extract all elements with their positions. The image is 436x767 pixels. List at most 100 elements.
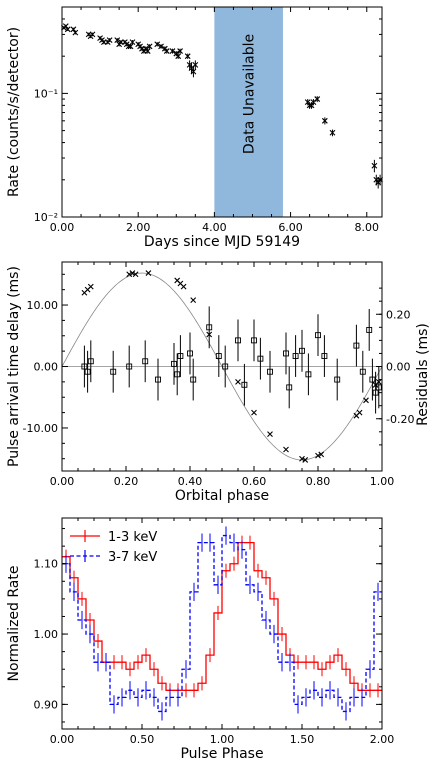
delay-point bbox=[302, 457, 309, 463]
x-tick-label: 1.00 bbox=[210, 733, 235, 746]
residual-point bbox=[375, 384, 382, 391]
data-point bbox=[184, 53, 191, 60]
residual-point bbox=[177, 353, 184, 359]
residual-point bbox=[372, 389, 379, 396]
x-tick-label: 2.00 bbox=[370, 733, 395, 746]
y2-tick-label: -0.20 bbox=[386, 413, 414, 426]
data-point bbox=[129, 39, 136, 45]
data-point bbox=[163, 48, 170, 54]
residual-point bbox=[251, 337, 257, 344]
x-tick-label: 0.50 bbox=[130, 733, 155, 746]
x-tick-label: 0.20 bbox=[114, 475, 139, 488]
x-tick-label: 2.00 bbox=[126, 221, 151, 234]
residual-point bbox=[359, 368, 366, 375]
rate-vs-time-panel: Data Unavailable 0.00 2.00 4.00 6.00 8.00 10⁻²… bbox=[6, 6, 383, 250]
x-axis-title: Orbital phase bbox=[175, 488, 269, 504]
data-point bbox=[127, 43, 134, 50]
delay-point bbox=[206, 331, 213, 338]
x-tick-label: 0.80 bbox=[306, 475, 331, 488]
delay-point bbox=[283, 446, 289, 453]
shaded-region bbox=[214, 7, 283, 217]
x-axis-title: Days since MJD 59149 bbox=[144, 234, 300, 250]
y-tick-label: 10⁻² bbox=[34, 211, 58, 224]
residual-point bbox=[321, 353, 328, 359]
y2-axis-title: Residuals (ms) bbox=[415, 323, 431, 426]
x-tick-label: 1.00 bbox=[370, 475, 395, 488]
data-unavailable-annotation: Data Unavailable bbox=[242, 34, 258, 154]
x-tick-label: 4.00 bbox=[202, 221, 227, 234]
residual-point bbox=[87, 358, 94, 365]
residual-point bbox=[267, 368, 273, 375]
delay-point bbox=[190, 297, 197, 304]
delay-point bbox=[180, 283, 187, 290]
y2-tick-label: 0.00 bbox=[386, 361, 411, 374]
data-point bbox=[169, 48, 176, 54]
delay-point bbox=[87, 283, 94, 290]
data-point bbox=[72, 29, 79, 36]
x-tick-label: 0.40 bbox=[178, 475, 203, 488]
x-axis-title: Pulse Phase bbox=[180, 746, 263, 762]
residual-point bbox=[299, 347, 305, 354]
data-point bbox=[106, 37, 113, 43]
y-tick-label: 10⁻¹ bbox=[34, 87, 58, 100]
data-point bbox=[329, 129, 336, 136]
residual-point bbox=[187, 350, 193, 357]
pulse-profile-panel: 0.00 0.50 1.00 1.50 2.00 0.90 1.00 1.10 1-3 keV 3… bbox=[6, 517, 395, 762]
data-point bbox=[114, 37, 121, 43]
x-tick-label: 8.00 bbox=[355, 221, 380, 234]
y-tick-label: 0.00 bbox=[34, 361, 59, 374]
data-point bbox=[158, 43, 164, 50]
delay-point bbox=[356, 409, 363, 416]
x-tick-label: 0.60 bbox=[242, 475, 267, 488]
data-point bbox=[64, 26, 71, 33]
delay-point bbox=[318, 451, 325, 458]
data-point bbox=[371, 162, 378, 169]
data-point bbox=[144, 48, 151, 54]
y-tick-label: 1.00 bbox=[34, 628, 59, 641]
residual-point bbox=[84, 368, 91, 375]
y-axis-title: Normalized Rate bbox=[6, 566, 22, 682]
data-point bbox=[177, 48, 183, 54]
delay-point bbox=[132, 271, 139, 278]
residual-point bbox=[206, 324, 213, 331]
plot-frame bbox=[61, 6, 383, 218]
delay-point bbox=[235, 378, 241, 385]
residual-point bbox=[155, 376, 161, 383]
legend-label: 3-7 keV bbox=[108, 550, 157, 565]
residual-point bbox=[215, 353, 222, 359]
data-point bbox=[175, 53, 182, 60]
data-point bbox=[314, 96, 321, 102]
x-tick-label: 1.50 bbox=[290, 733, 315, 746]
residual-point bbox=[369, 376, 376, 383]
y-tick-label: -10.00 bbox=[23, 422, 58, 435]
x-tick-label: 0.00 bbox=[50, 733, 75, 746]
delay-point bbox=[375, 378, 382, 385]
data-point bbox=[89, 31, 96, 38]
x-tick-label: 0.00 bbox=[50, 221, 75, 234]
residual-point bbox=[241, 381, 248, 388]
delay-point bbox=[299, 455, 305, 462]
x-tick-label: 6.00 bbox=[278, 221, 303, 234]
data-point bbox=[154, 41, 161, 48]
data-point bbox=[146, 43, 153, 50]
residual-point bbox=[126, 363, 133, 370]
delay-point bbox=[126, 271, 133, 278]
delay-point bbox=[145, 270, 152, 276]
residual-point bbox=[190, 376, 197, 383]
residual-point bbox=[174, 371, 181, 378]
residual-point bbox=[257, 355, 264, 362]
residual-point bbox=[81, 363, 88, 370]
residual-point bbox=[235, 337, 241, 344]
data-point bbox=[321, 117, 328, 124]
residual-point bbox=[366, 326, 373, 333]
y2-tick-label: 0.20 bbox=[386, 308, 411, 321]
pulse-delay-panel: 0.00 0.20 0.40 0.60 0.80 1.00 -10.00 0.00 10.00 -… bbox=[6, 261, 431, 504]
y-tick-label: 10.00 bbox=[27, 299, 59, 312]
delay-point bbox=[267, 431, 273, 438]
y-axis-title: Pulse arrival time delay (ms) bbox=[6, 266, 22, 467]
data-point bbox=[190, 68, 197, 75]
data-point bbox=[192, 62, 199, 68]
residual-point bbox=[222, 363, 229, 370]
delay-point bbox=[251, 409, 257, 416]
